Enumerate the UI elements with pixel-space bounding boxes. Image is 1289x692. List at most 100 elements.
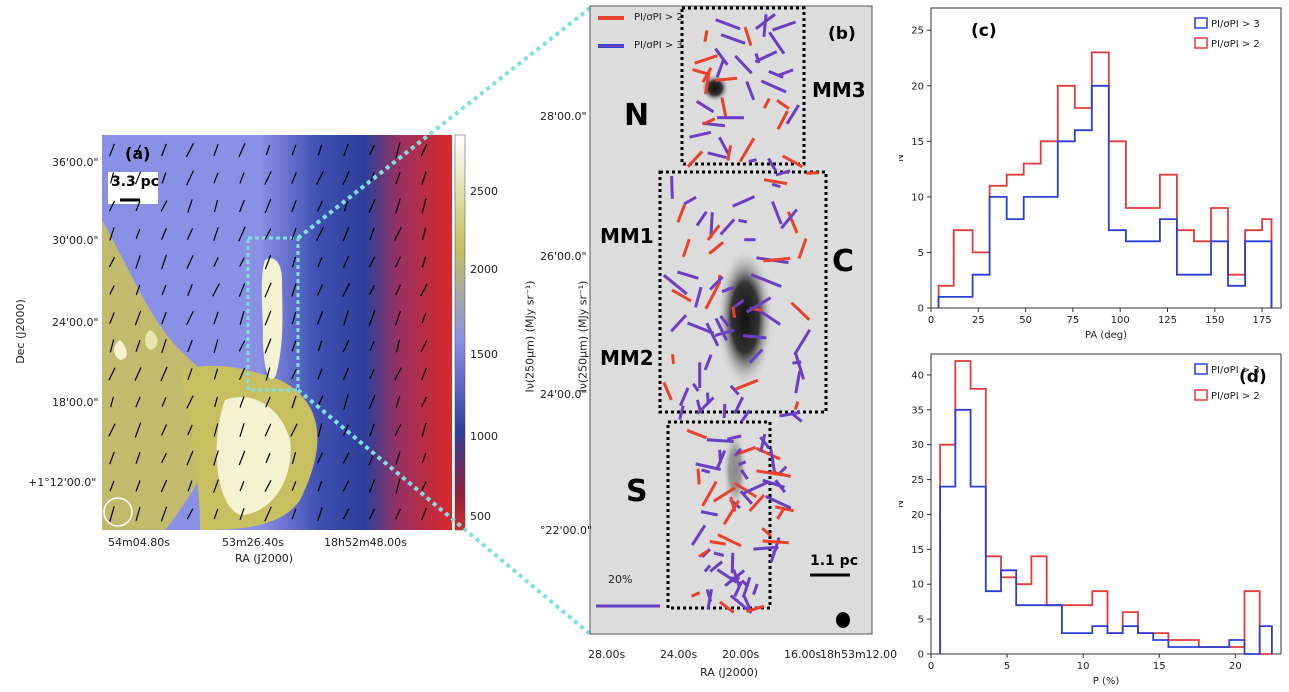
polarization-vector — [265, 396, 271, 408]
polarization-vector — [291, 144, 297, 156]
x-tick-label: 125 — [1158, 315, 1177, 326]
polarization-vector — [291, 227, 297, 241]
polarization-vector — [110, 172, 114, 184]
colorbar-tick-1: 2500 — [470, 185, 498, 198]
polarization-vector — [342, 255, 350, 269]
polarization-vector — [689, 130, 712, 139]
polarization-vector — [709, 540, 726, 546]
y-axis-label: N — [899, 500, 906, 507]
polarization-vector — [718, 449, 722, 463]
polarization-vector — [394, 256, 402, 268]
polarization-vector — [739, 490, 754, 505]
polarization-vector — [752, 583, 759, 596]
polarization-vector — [753, 545, 776, 551]
polarization-vector — [369, 369, 375, 379]
polarization-vector — [213, 227, 219, 241]
polarization-vector — [714, 47, 729, 66]
polarization-vector — [772, 20, 797, 32]
polarization-vector — [238, 143, 246, 157]
polarization-vector — [762, 539, 789, 545]
x-tick-label: 20 — [1229, 661, 1242, 672]
panel-a-xtick-2: 53m26.40s — [222, 536, 284, 549]
legend-snr2: PI/σPI > 2 — [634, 12, 683, 23]
polarization-vector — [264, 171, 272, 185]
histogram-series — [939, 408, 1273, 655]
polarization-vector — [733, 481, 758, 499]
y-tick-label: 20 — [911, 510, 924, 521]
polarization-vector — [238, 283, 246, 297]
panel-b: PI/σPI > 2 PI/σPI > 3 (b) N C S MM1 MM2 … — [540, 0, 900, 692]
polarization-vector — [213, 368, 219, 380]
polarization-vector — [703, 354, 713, 371]
polarization-vector — [109, 143, 115, 157]
y-tick-label: 0 — [918, 650, 924, 661]
polarization-vector — [317, 340, 323, 352]
polarization-vector — [186, 228, 194, 240]
polarization-vector — [720, 97, 728, 117]
polarization-vector — [726, 434, 742, 441]
polarization-vector — [110, 396, 114, 408]
polarization-vector — [134, 171, 142, 185]
polarization-vector — [708, 241, 725, 255]
polarization-vector — [187, 480, 193, 492]
panel-b-ytick-3: 24'00.0" — [540, 388, 587, 401]
polarization-vector — [317, 256, 323, 268]
polarization-vector — [776, 110, 789, 130]
polarization-vector — [134, 144, 142, 156]
plot-frame — [930, 353, 1282, 655]
polarization-vector — [316, 311, 324, 325]
polarization-vector — [420, 367, 428, 381]
polarization-vector — [738, 137, 756, 163]
polarization-vector — [185, 142, 195, 158]
polarization-vector — [264, 423, 272, 437]
x-axis-label: P (%) — [1093, 676, 1120, 687]
polarization-vector — [743, 480, 769, 495]
polarization-vector — [787, 211, 799, 234]
x-tick-label: 5 — [1004, 661, 1010, 672]
polarization-vector — [239, 257, 245, 267]
polarization-vector — [774, 505, 795, 513]
y-tick-label: 20 — [911, 81, 924, 92]
region-mm3: MM3 — [812, 78, 866, 102]
polarization-vector — [108, 423, 116, 437]
polarization-vector — [161, 172, 167, 184]
polarization-vector — [108, 200, 116, 212]
polarization-vector — [265, 452, 271, 464]
polarization-vector — [750, 273, 782, 288]
polarization-vector — [368, 256, 376, 268]
polarization-vector — [160, 506, 168, 522]
polarization-vector — [238, 340, 246, 352]
polarization-vector — [719, 314, 730, 328]
polarization-vector — [109, 506, 115, 522]
polarization-vector — [213, 172, 219, 184]
polarization-vector — [394, 310, 402, 326]
polarization-vector — [719, 600, 735, 614]
polarization-vector — [316, 284, 324, 296]
colorbar-tick-4: 1000 — [470, 430, 498, 443]
x-tick-label: 100 — [1111, 315, 1130, 326]
polarization-vector — [238, 450, 246, 466]
legend-swatch — [1194, 17, 1208, 29]
panel-label: (c) — [971, 21, 997, 41]
y-tick-label: 10 — [911, 580, 924, 591]
polarization-vector — [726, 145, 733, 161]
polarization-vector — [748, 494, 766, 512]
legend-swatch — [1194, 37, 1208, 49]
polarization-vector — [774, 479, 786, 494]
polarization-vector — [109, 480, 115, 492]
y-tick-label: 30 — [911, 440, 924, 451]
polarization-vector — [213, 479, 219, 493]
polarization-vector — [714, 317, 728, 341]
polarization-vector — [793, 401, 800, 410]
polarization-vector — [160, 424, 168, 436]
polarization-vector — [740, 469, 749, 480]
polarization-vector — [160, 366, 168, 382]
polarization-vector — [691, 382, 700, 392]
polarization-vector — [239, 311, 245, 325]
polarization-vector — [291, 481, 297, 491]
polarization-vector — [769, 448, 776, 473]
polarization-vector — [395, 339, 401, 353]
polarization-vector — [767, 157, 778, 173]
polarization-vector — [108, 256, 116, 268]
legend-label: PI/σPI > 2 — [1211, 39, 1260, 50]
